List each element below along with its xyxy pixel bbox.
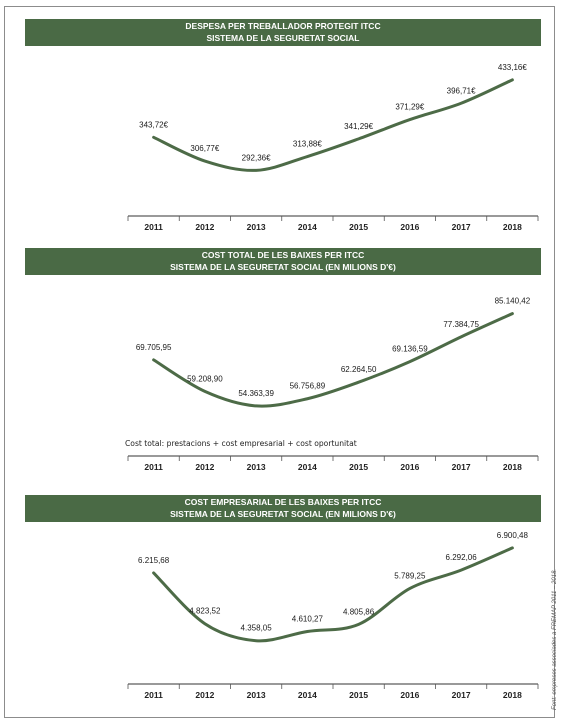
data-label: 69.136,59 [392, 345, 428, 354]
chart-subtitle: SISTEMA DE LA SEGURETAT SOCIAL (EN MILIO… [170, 261, 396, 272]
x-tick-label: 2011 [144, 690, 163, 700]
x-tick-label: 2016 [400, 690, 419, 700]
chart-banner: COST EMPRESARIAL DE LES BAIXES PER ITCC … [25, 495, 541, 522]
data-label: 56.756,89 [290, 382, 326, 391]
chart-banner: DESPESA PER TREBALLADOR PROTEGIT ITCC SI… [25, 19, 541, 46]
x-tick-label: 2012 [195, 690, 214, 700]
data-label: 433,16€ [498, 63, 527, 72]
data-label: 5.789,25 [394, 571, 426, 580]
source-note-text: Font: empreses associades a FREMAP 2011 … [552, 568, 558, 710]
x-tick-label: 2015 [349, 462, 368, 472]
chart-panel-total-cost: COST TOTAL DE LES BAIXES PER ITCC SISTEM… [18, 244, 541, 484]
x-tick-label: 2012 [195, 462, 214, 472]
series-line [152, 312, 514, 408]
data-label: 4.358,05 [241, 624, 273, 633]
chart-title: COST EMPRESARIAL DE LES BAIXES PER ITCC [184, 497, 382, 507]
data-label: 292,36€ [242, 153, 271, 162]
chart-panel-expense-per-worker: DESPESA PER TREBALLADOR PROTEGIT ITCC SI… [18, 14, 541, 244]
x-tick-label: 2013 [247, 690, 266, 700]
data-label: 4.610,27 [292, 614, 324, 623]
x-tick-label: 2017 [452, 462, 471, 472]
x-tick-label: 2018 [503, 690, 522, 700]
x-tick-label: 2011 [144, 462, 163, 472]
x-tick-label: 2013 [247, 462, 266, 472]
data-label: 306,77€ [190, 144, 219, 153]
x-tick-label: 2013 [247, 222, 266, 232]
data-label: 396,71€ [447, 86, 476, 95]
data-label: 77.384,75 [443, 320, 479, 329]
line-chart: 2011 2012 2013 2014 2015 2016 2017 2018 343,72€ 3… [127, 63, 539, 232]
x-tick-label: 2011 [144, 222, 163, 232]
chart-banner: COST TOTAL DE LES BAIXES PER ITCC SISTEM… [25, 248, 541, 275]
chart-subtitle: SISTEMA DE LA SEGURETAT SOCIAL [206, 32, 360, 43]
data-label: 62.264,50 [341, 365, 377, 374]
data-label: 59.208,90 [187, 374, 223, 383]
x-tick-label: 2014 [298, 222, 317, 232]
chart-title: DESPESA PER TREBALLADOR PROTEGIT ITCC [185, 21, 381, 31]
chart-title: COST TOTAL DE LES BAIXES PER ITCC [201, 250, 365, 260]
data-label: 69.705,95 [136, 343, 172, 352]
data-label: 4.823,52 [189, 607, 221, 616]
source-note: Font: empreses associades a FREMAP 2011 … [550, 520, 561, 720]
data-label: 313,88€ [293, 140, 322, 149]
x-tick-label: 2017 [452, 690, 471, 700]
x-tick-label: 2015 [349, 222, 368, 232]
data-label: 6.292,06 [446, 553, 478, 562]
x-tick-label: 2018 [503, 462, 522, 472]
data-label: 85.140,42 [495, 297, 531, 306]
x-tick-label: 2018 [503, 222, 522, 232]
data-label: 341,29€ [344, 122, 373, 131]
figure-frame [4, 6, 555, 718]
series-line [152, 78, 514, 172]
data-label: 4.805,86 [343, 607, 375, 616]
chart-note: Cost total: prestacions + cost empresari… [125, 439, 357, 448]
x-tick-label: 2017 [452, 222, 471, 232]
data-label: 371,29€ [395, 103, 424, 112]
data-label: 6.900,48 [497, 531, 529, 540]
line-chart: 2011 2012 2013 2014 2015 2016 2017 2018 69.705,9… [127, 297, 539, 472]
chart-subtitle: SISTEMA DE LA SEGURETAT SOCIAL (EN MILIO… [170, 508, 396, 519]
x-tick-label: 2016 [400, 462, 419, 472]
data-label: 343,72€ [139, 120, 168, 129]
line-chart: 2011 2012 2013 2014 2015 2016 2017 2018 6.215,68… [127, 531, 539, 700]
x-tick-label: 2015 [349, 690, 368, 700]
x-tick-label: 2016 [400, 222, 419, 232]
data-label: 6.215,68 [138, 556, 170, 565]
x-tick-label: 2014 [298, 690, 317, 700]
x-tick-label: 2012 [195, 222, 214, 232]
chart-panel-employer-cost: COST EMPRESARIAL DE LES BAIXES PER ITCC … [18, 492, 541, 712]
data-label: 54.363,39 [238, 389, 274, 398]
x-tick-label: 2014 [298, 462, 317, 472]
